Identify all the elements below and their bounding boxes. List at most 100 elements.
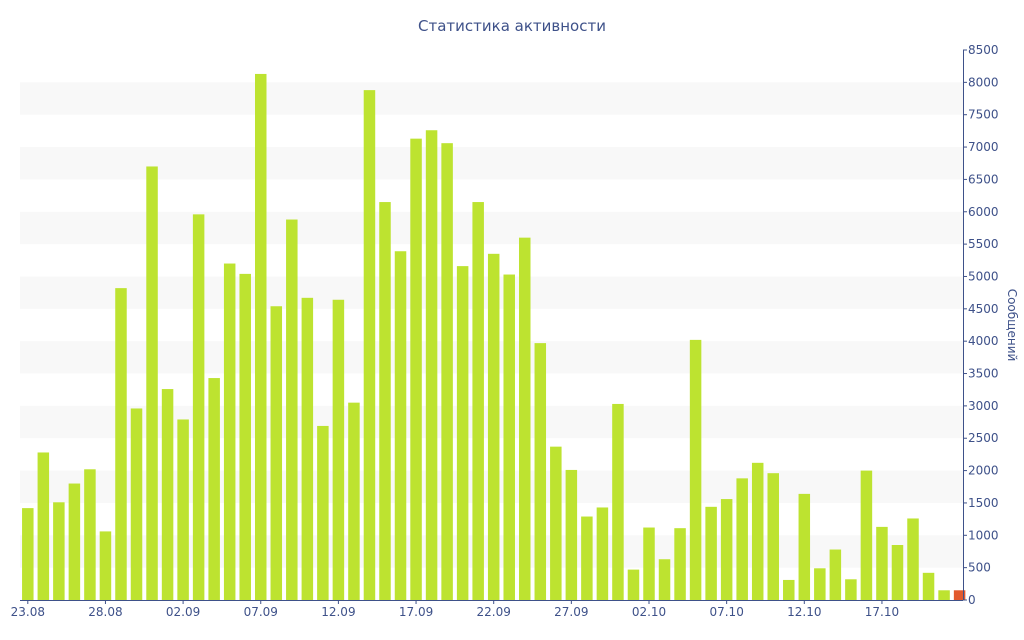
x-tick-label: 28.08	[88, 605, 122, 619]
bar-24.08	[37, 452, 50, 600]
x-tick-label: 07.10	[709, 605, 743, 619]
bar-27.08	[84, 469, 96, 600]
bar-10.10	[767, 473, 779, 600]
bar-04.09	[208, 378, 220, 600]
grid-band	[20, 147, 963, 180]
x-tick-label: 23.08	[11, 605, 45, 619]
chart-title: Статистика активности	[418, 17, 606, 35]
bar-02.10	[643, 527, 655, 600]
bar-19.09	[441, 143, 453, 600]
axes: 0 500 1000 1500 2000 2500 3000 3500 4000 4500 5000…	[11, 43, 999, 619]
bar-08.09	[270, 306, 283, 600]
bar-20.09	[456, 266, 469, 600]
bar-08.10	[736, 478, 748, 600]
bar-25.08	[53, 502, 65, 600]
bar-18.10	[891, 545, 904, 600]
bar-17.10	[876, 526, 888, 600]
bar-12.10	[798, 493, 811, 600]
x-tick-label: 07.09	[244, 605, 278, 619]
bar-05.10	[689, 339, 702, 600]
bar-15.09	[379, 202, 391, 600]
x-tick-label: 22.09	[477, 605, 511, 619]
bar-31.08	[146, 166, 158, 600]
y-tick-label: 5000	[968, 269, 999, 283]
y-tick-label: 7000	[968, 140, 999, 154]
grid-band	[20, 82, 963, 115]
y-tick-label: 5500	[968, 237, 999, 251]
bar-30.08	[130, 408, 143, 600]
x-tick-label: 12.10	[787, 605, 821, 619]
bar-05.09	[223, 263, 236, 600]
bar-11.10	[783, 579, 795, 600]
x-tick-label: 17.09	[399, 605, 433, 619]
y-tick-label: 3500	[968, 367, 999, 381]
x-tick-label: 02.09	[166, 605, 200, 619]
y-tick-label: 2000	[968, 464, 999, 478]
bar-22.09	[487, 253, 500, 600]
bar-01.09	[161, 389, 174, 600]
y-tick-label: 4500	[968, 302, 999, 316]
bar-25.09	[534, 343, 547, 600]
bar-10.09	[301, 297, 314, 600]
bar-23.09	[503, 274, 515, 600]
bar-01.10	[627, 569, 640, 600]
bar-23.08	[22, 508, 34, 600]
y-tick-label: 6000	[968, 205, 999, 219]
x-tick-label: 17.10	[865, 605, 899, 619]
grid-band	[20, 211, 963, 245]
bar-28.09	[581, 516, 593, 600]
bar-14.10	[829, 549, 842, 600]
y-tick-label: 2500	[968, 431, 999, 445]
bar-14.09	[363, 90, 376, 601]
bar-19.10	[907, 518, 919, 600]
bar-highlight-22.10	[953, 590, 966, 600]
bar-12.09	[332, 299, 345, 600]
bar-29.08	[115, 288, 127, 600]
x-tick-label: 02.10	[632, 605, 666, 619]
bar-07.10	[720, 499, 733, 600]
bar-15.10	[845, 579, 857, 600]
bar-26.09	[550, 446, 562, 600]
y-tick-label: 3000	[968, 399, 999, 413]
bar-17.09	[410, 138, 422, 600]
x-tick-label: 12.09	[321, 605, 355, 619]
bar-09.10	[751, 462, 764, 600]
bar-13.09	[348, 402, 360, 600]
bar-11.09	[317, 425, 329, 600]
bar-29.09	[596, 507, 609, 600]
y-tick-label: 4000	[968, 334, 999, 348]
y-tick-label: 0	[968, 593, 976, 607]
bar-03.09	[192, 214, 205, 600]
y-axis-label: Сообщений	[1005, 289, 1019, 362]
bar-27.09	[565, 469, 578, 600]
bar-20.10	[922, 572, 935, 600]
bar-26.08	[68, 483, 81, 600]
bar-07.09	[255, 73, 267, 600]
bar-30.09	[612, 403, 624, 600]
x-tick-label: 27.09	[554, 605, 588, 619]
bar-21.10	[938, 590, 950, 600]
y-tick-label: 1000	[968, 528, 999, 542]
y-tick-label: 500	[968, 561, 991, 575]
y-tick-label: 8500	[968, 43, 999, 57]
bar-04.10	[674, 528, 686, 600]
bar-28.08	[99, 531, 112, 600]
y-tick-label: 6500	[968, 172, 999, 186]
bar-02.09	[177, 419, 189, 600]
bars	[22, 73, 966, 601]
bar-06.09	[239, 273, 251, 600]
bar-16.09	[394, 251, 407, 601]
bar-13.10	[814, 568, 826, 600]
y-tick-label: 1500	[968, 496, 999, 510]
y-tick-label: 8000	[968, 75, 999, 89]
bar-21.09	[472, 202, 484, 600]
bar-18.09	[425, 130, 438, 601]
y-tick-label: 7500	[968, 108, 999, 122]
bar-16.10	[860, 470, 873, 600]
bar-24.09	[519, 237, 531, 600]
bar-06.10	[705, 506, 717, 600]
bar-09.09	[286, 219, 298, 600]
bar-03.10	[658, 559, 671, 600]
